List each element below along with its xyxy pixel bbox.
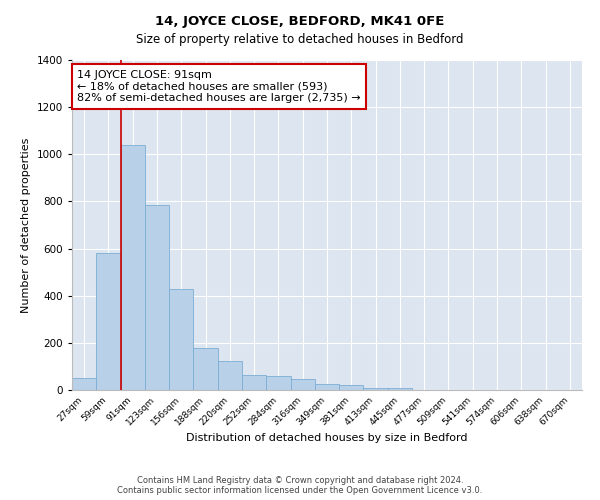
Bar [339,385,364,390]
Bar [193,348,218,390]
Y-axis label: Number of detached properties: Number of detached properties [21,138,31,312]
Text: 14, JOYCE CLOSE, BEDFORD, MK41 0FE: 14, JOYCE CLOSE, BEDFORD, MK41 0FE [155,15,445,28]
Bar [388,388,412,390]
Text: Contains HM Land Registry data © Crown copyright and database right 2024.
Contai: Contains HM Land Registry data © Crown c… [118,476,482,495]
Bar [145,205,169,390]
Bar [364,388,388,390]
Text: Size of property relative to detached houses in Bedford: Size of property relative to detached ho… [136,32,464,46]
Bar [121,145,145,390]
Bar [218,360,242,390]
Bar [72,378,96,390]
X-axis label: Distribution of detached houses by size in Bedford: Distribution of detached houses by size … [186,432,468,442]
Bar [315,384,339,390]
Text: 14 JOYCE CLOSE: 91sqm
← 18% of detached houses are smaller (593)
82% of semi-det: 14 JOYCE CLOSE: 91sqm ← 18% of detached … [77,70,361,103]
Bar [96,254,121,390]
Bar [266,376,290,390]
Bar [169,288,193,390]
Bar [242,374,266,390]
Bar [290,378,315,390]
